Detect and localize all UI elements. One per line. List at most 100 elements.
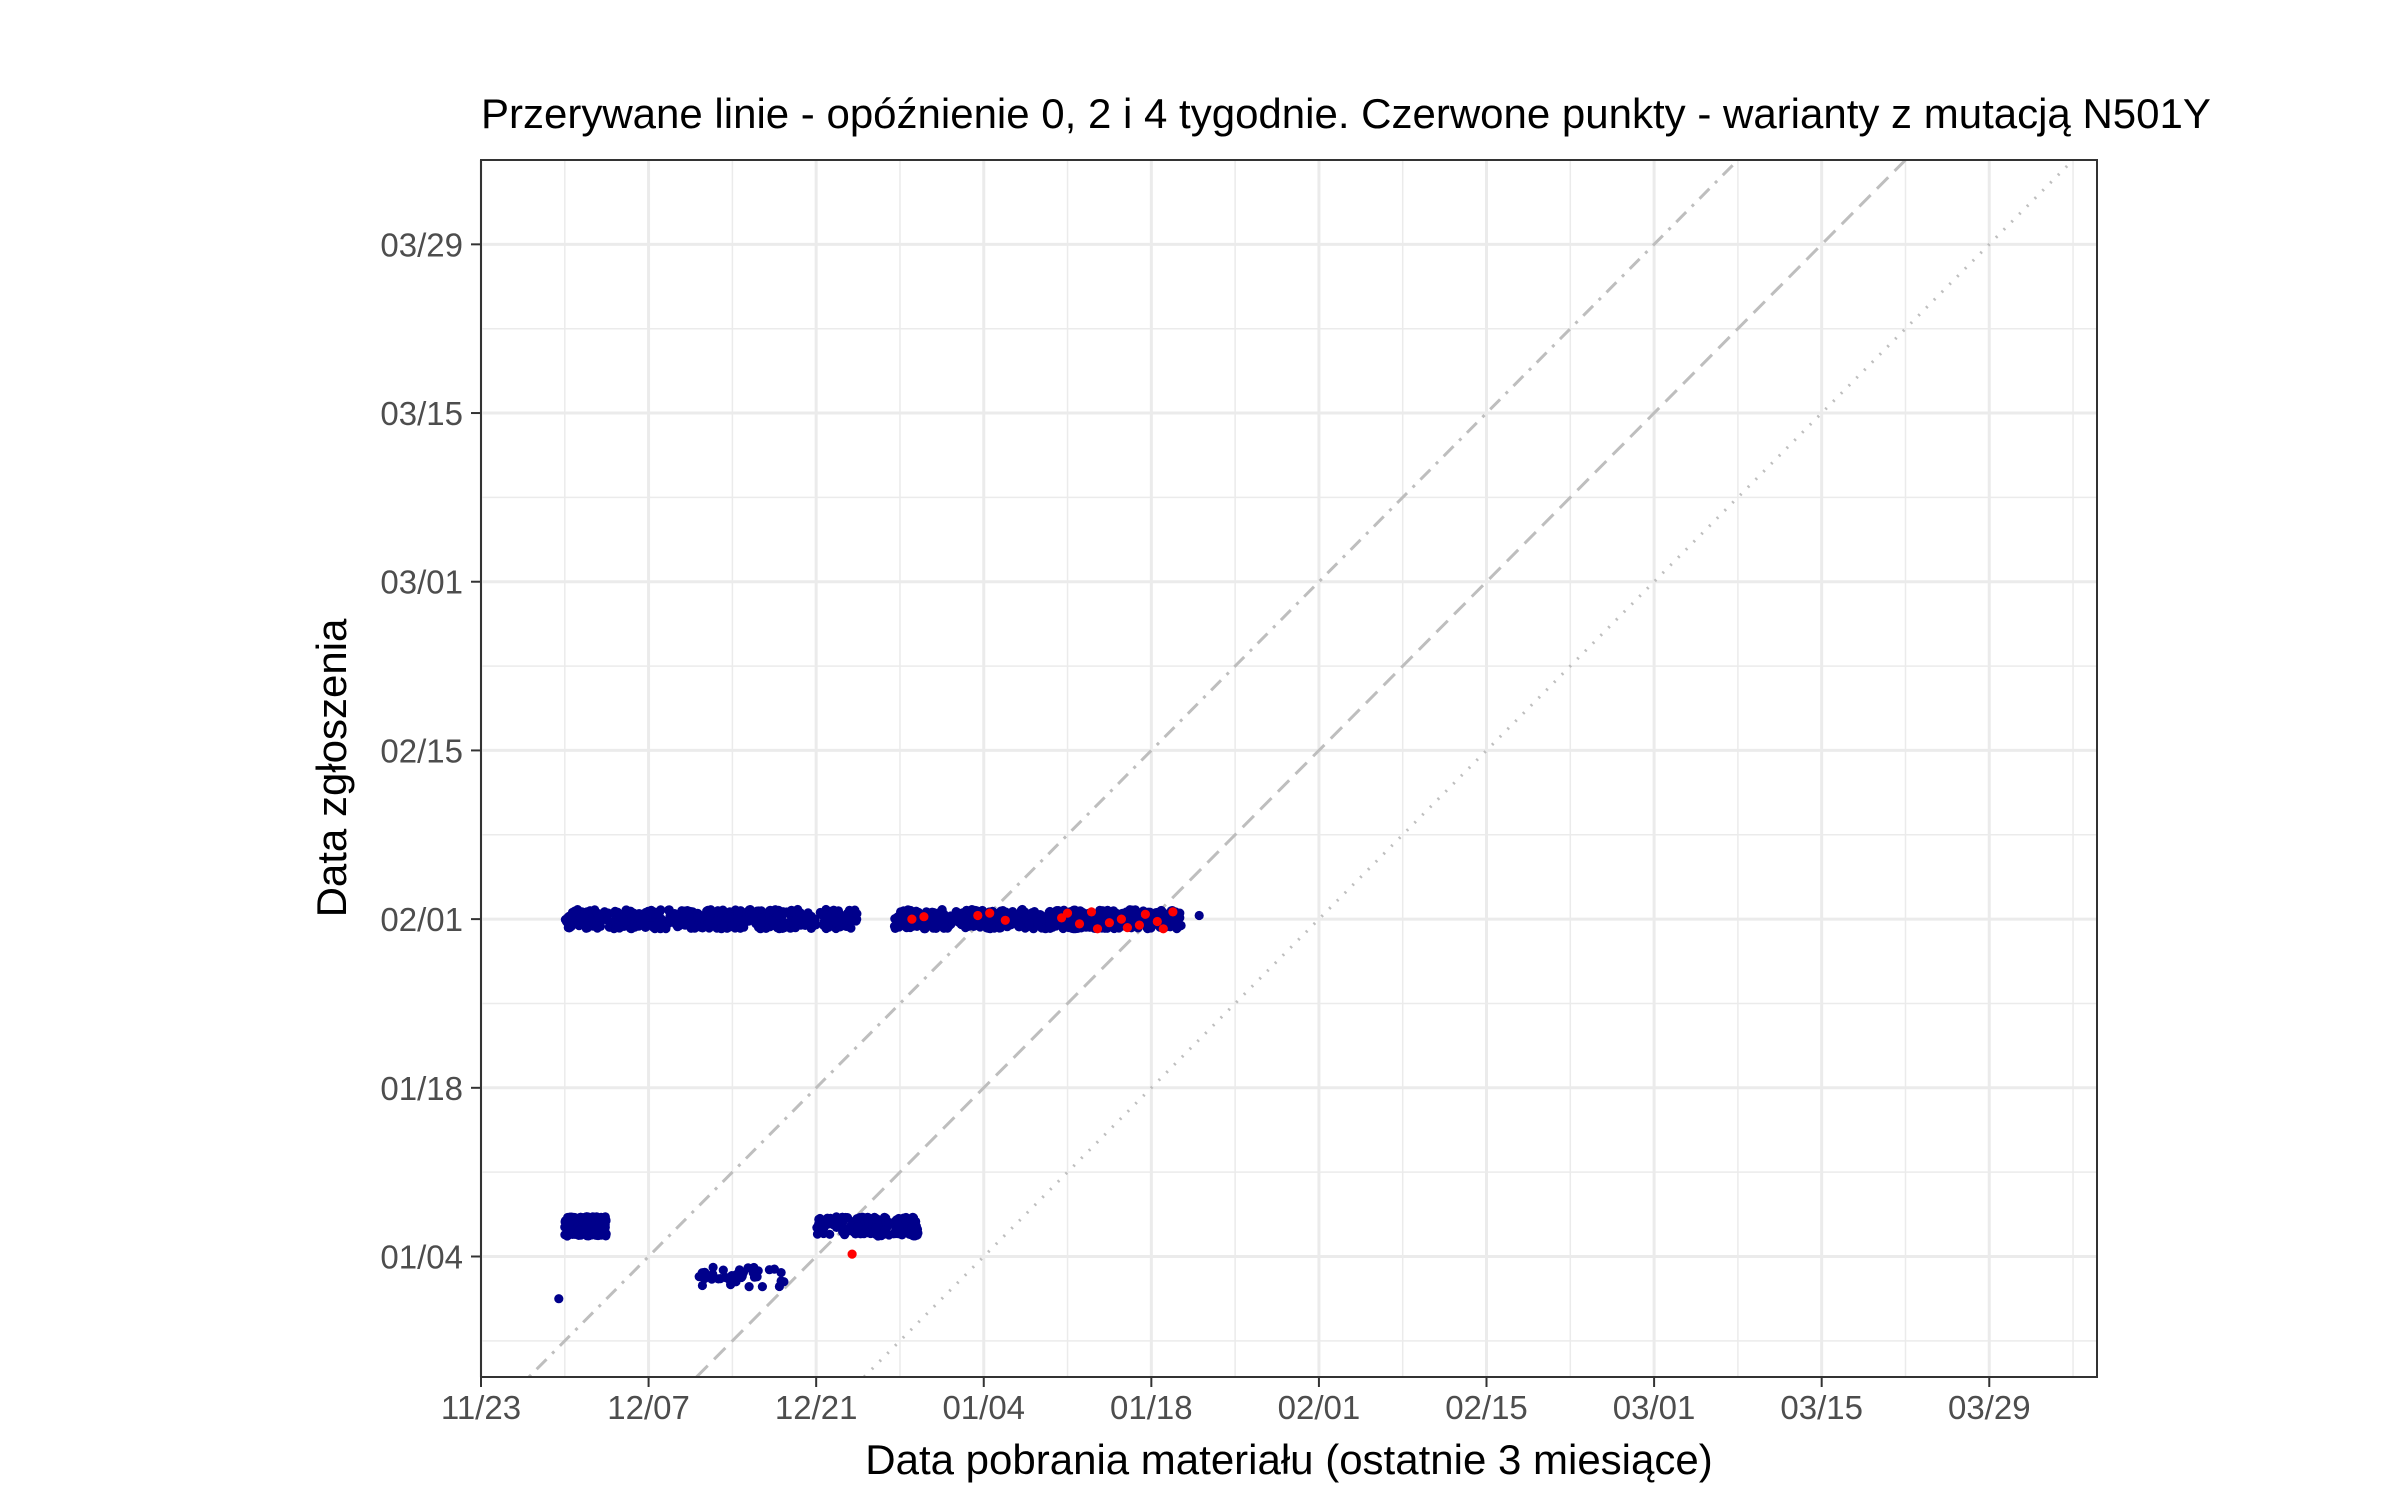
data-point bbox=[846, 1221, 856, 1231]
data-point bbox=[1098, 906, 1108, 916]
n501y-point bbox=[1152, 916, 1162, 927]
data-point bbox=[594, 913, 604, 923]
data-point bbox=[813, 1223, 823, 1233]
data-point bbox=[892, 1216, 902, 1226]
data-point bbox=[723, 913, 733, 923]
n501y-point bbox=[907, 914, 917, 924]
data-point bbox=[744, 1282, 754, 1292]
data-point bbox=[855, 1229, 866, 1239]
y-axis-title: Data zgłoszenia bbox=[308, 618, 355, 917]
data-point bbox=[718, 1265, 728, 1275]
data-point bbox=[877, 1230, 887, 1240]
data-point bbox=[1126, 907, 1136, 917]
data-point bbox=[936, 914, 946, 925]
x-tick-label: 01/04 bbox=[942, 1389, 1025, 1426]
data-point bbox=[614, 922, 624, 932]
data-point bbox=[908, 1231, 919, 1241]
data-point bbox=[708, 1269, 718, 1279]
data-point bbox=[580, 1223, 591, 1234]
data-point bbox=[840, 912, 851, 922]
n501y-point bbox=[1140, 909, 1150, 919]
data-point bbox=[912, 907, 922, 917]
data-point bbox=[1111, 908, 1121, 918]
data-point bbox=[620, 917, 630, 927]
data-point bbox=[562, 913, 572, 923]
n501y-point bbox=[985, 908, 995, 918]
data-point bbox=[747, 908, 757, 918]
data-point bbox=[903, 905, 913, 915]
data-point bbox=[670, 909, 680, 919]
data-point bbox=[1020, 912, 1030, 923]
data-point bbox=[769, 1264, 780, 1274]
data-point bbox=[602, 915, 612, 926]
data-point bbox=[1009, 910, 1019, 921]
data-point bbox=[871, 1223, 881, 1233]
data-point bbox=[621, 905, 631, 916]
n501y-point bbox=[1062, 908, 1073, 918]
data-point bbox=[656, 914, 666, 924]
data-point bbox=[733, 909, 743, 919]
data-point bbox=[767, 916, 777, 926]
y-tick-label: 02/01 bbox=[380, 901, 463, 938]
y-tick-label: 03/29 bbox=[380, 226, 463, 263]
data-point bbox=[749, 1262, 759, 1273]
data-point bbox=[613, 907, 623, 917]
data-point bbox=[1058, 920, 1068, 931]
reference-line-4-weeks bbox=[527, 158, 1739, 1379]
data-point bbox=[752, 1272, 762, 1282]
data-point bbox=[893, 912, 903, 922]
data-point bbox=[738, 1267, 749, 1277]
data-point bbox=[811, 920, 821, 930]
data-point bbox=[1161, 914, 1171, 924]
data-point bbox=[790, 923, 801, 933]
reference-lines bbox=[527, 158, 2075, 1379]
n501y-point bbox=[1104, 918, 1114, 928]
data-point bbox=[693, 912, 703, 922]
data-point bbox=[696, 922, 706, 932]
y-axis: 01/04 01/18 02/01 02/15 03/01 03/15 03/29 bbox=[380, 226, 481, 1276]
reference-line-2-weeks bbox=[695, 158, 1907, 1379]
data-point bbox=[839, 1224, 849, 1234]
data-point bbox=[779, 1277, 789, 1287]
n501y-point bbox=[1092, 924, 1103, 934]
x-tick-label: 03/15 bbox=[1780, 1389, 1863, 1426]
data-point bbox=[823, 913, 833, 923]
y-tick-label: 03/15 bbox=[380, 395, 463, 432]
data-point bbox=[757, 1282, 768, 1292]
data-point bbox=[648, 921, 658, 931]
data-point bbox=[712, 916, 722, 926]
data-point bbox=[708, 1262, 718, 1272]
data-point bbox=[700, 1268, 710, 1279]
data-point bbox=[791, 915, 801, 925]
data-point bbox=[1173, 922, 1183, 932]
data-point bbox=[583, 1214, 593, 1224]
data-point bbox=[554, 1294, 564, 1304]
data-point bbox=[795, 908, 805, 918]
data-point bbox=[1194, 910, 1204, 921]
data-point bbox=[636, 918, 646, 928]
data-point bbox=[756, 919, 766, 929]
data-point bbox=[568, 907, 579, 918]
x-tick-label: 02/01 bbox=[1278, 1389, 1361, 1426]
n501y-point bbox=[973, 910, 983, 921]
x-tick-label: 02/15 bbox=[1445, 1389, 1528, 1426]
x-tick-label: 12/21 bbox=[775, 1389, 858, 1426]
data-point bbox=[943, 913, 953, 923]
chart-title: Przerywane linie - opóźnienie 0, 2 i 4 t… bbox=[481, 90, 2211, 137]
data-point bbox=[578, 911, 588, 921]
data-point bbox=[1013, 919, 1023, 929]
data-point bbox=[975, 922, 985, 932]
n501y-point bbox=[1134, 920, 1144, 930]
n501y-point bbox=[1116, 914, 1126, 924]
data-point bbox=[852, 1214, 862, 1224]
data-point bbox=[994, 923, 1005, 933]
data-point bbox=[1024, 919, 1034, 930]
data-point bbox=[680, 906, 690, 916]
x-tick-label: 01/18 bbox=[1110, 1389, 1193, 1426]
data-point bbox=[726, 1272, 736, 1282]
n501y-point bbox=[919, 912, 929, 922]
data-point bbox=[1045, 920, 1055, 930]
data-point bbox=[1146, 923, 1156, 933]
data-point bbox=[591, 1224, 601, 1234]
